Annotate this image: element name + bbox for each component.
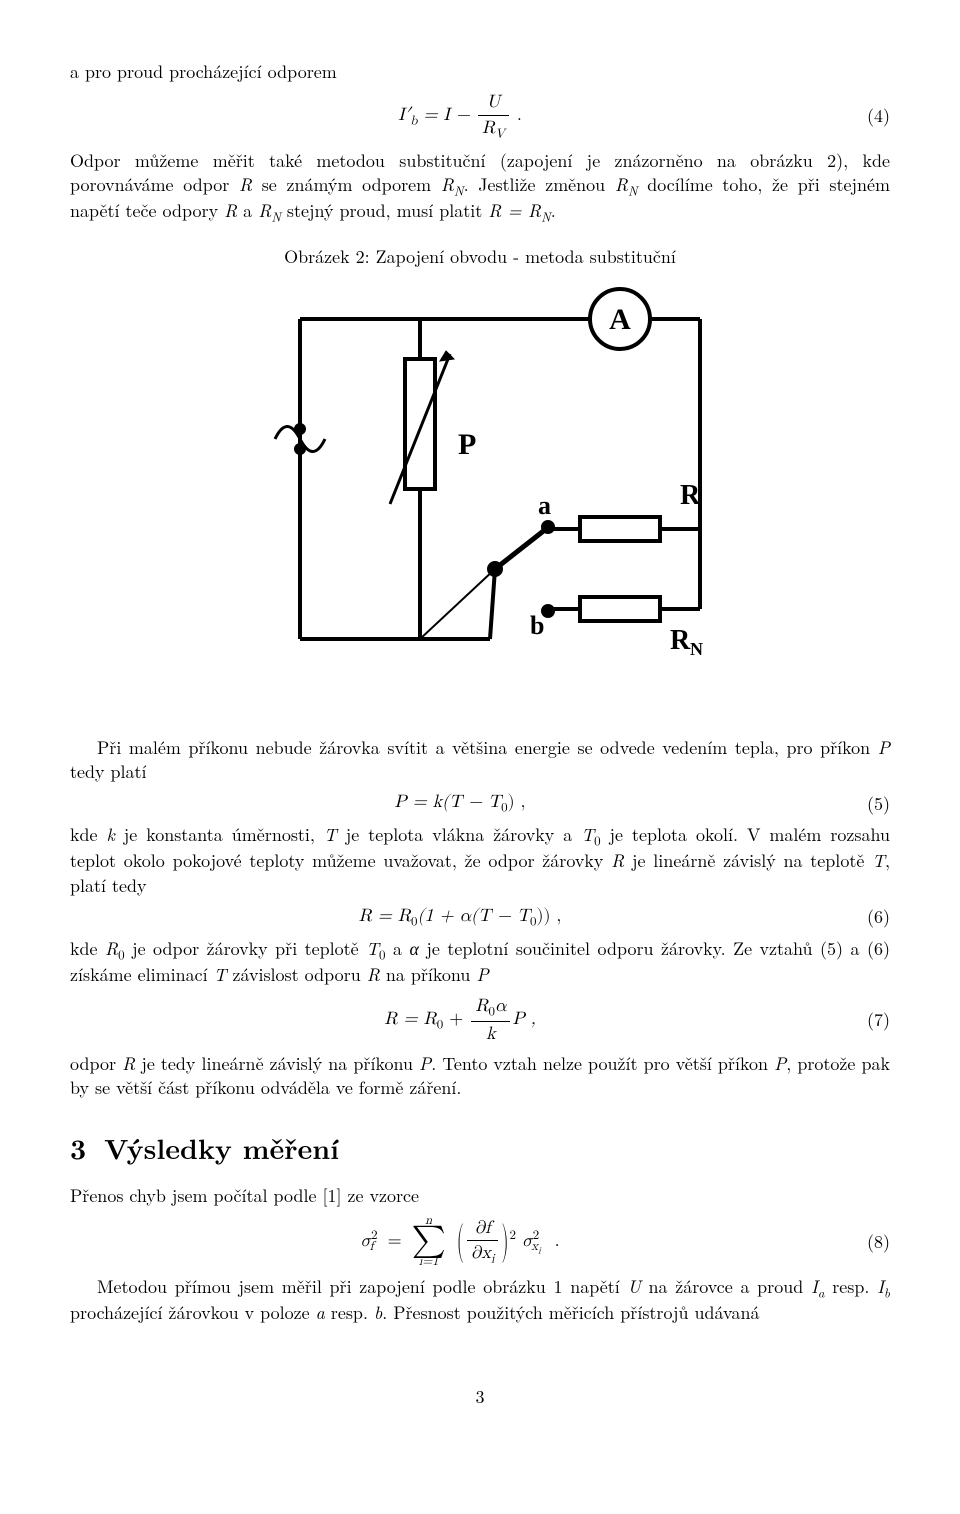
svg-text:N: N: [690, 639, 703, 659]
svg-text:b: b: [530, 611, 544, 640]
svg-text:R: R: [670, 625, 691, 656]
svg-text:R: R: [680, 480, 701, 511]
para-before-eq4: a pro proud procházející odporem: [70, 60, 890, 84]
section-title: Výsledky měření: [104, 1128, 339, 1168]
eq8-number: (8): [850, 1230, 890, 1254]
eq7-number: (7): [850, 1008, 890, 1032]
section-number: 3: [70, 1128, 86, 1168]
para-after-eq4: Odpor můžeme měřit také metodou substitu…: [70, 149, 890, 225]
para-before-eq5: Při malém příkonu nebude žárovka svítit …: [70, 736, 890, 785]
page-number: 3: [70, 1385, 890, 1409]
eq4-lhs: I′: [398, 106, 410, 124]
svg-text:A: A: [609, 303, 631, 336]
equation-4: I′b = I − URV . (4): [70, 90, 890, 142]
eq4-number: (4): [850, 104, 890, 128]
equation-6: R = R0(1 + α(T − T0)) , (6): [70, 904, 890, 931]
para-last: Metodou přímou jsem měřil při zapojení p…: [70, 1275, 890, 1325]
figure-2-caption: Obrázek 2: Zapojení obvodu - metoda subs…: [70, 245, 890, 269]
equation-5: P = k(T − T0) , (5): [70, 790, 890, 817]
svg-text:a: a: [538, 491, 551, 520]
para-after-eq6: kde R0 je odpor žárovky při teplotě T0 a…: [70, 937, 890, 987]
svg-text:P: P: [458, 428, 476, 461]
equation-7: R = R0 + R0αkP , (7): [70, 994, 890, 1046]
equation-8: σ2f = n∑i=1 (∂f∂xi)2 σ2xi . (8): [70, 1215, 890, 1269]
para-after-eq5: kde k je konstanta úměrnosti, T je teplo…: [70, 823, 890, 898]
eq5-number: (5): [850, 792, 890, 816]
para-before-eq8: Přenos chyb jsem počítal podle [1] ze vz…: [70, 1184, 890, 1208]
section-3-heading: 3 Výsledky měření: [70, 1130, 890, 1168]
eq6-number: (6): [850, 905, 890, 929]
figure-2-circuit: A P R a: [70, 279, 890, 705]
para-after-eq7: odpor R je tedy lineárně závislý na přík…: [70, 1052, 890, 1101]
